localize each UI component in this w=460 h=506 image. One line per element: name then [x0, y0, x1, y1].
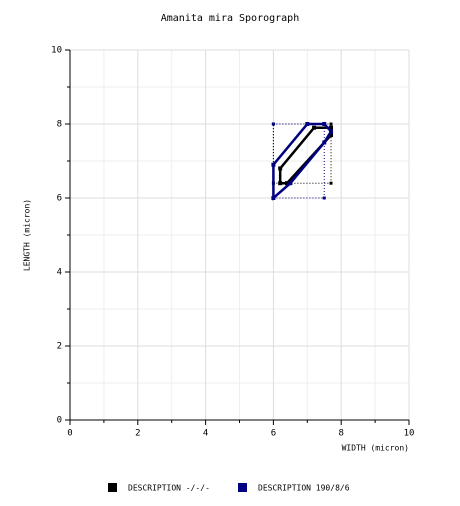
vertex — [271, 196, 276, 200]
chart-title: Amanita mira Sporograph — [161, 13, 299, 24]
x-tick-label: 10 — [404, 429, 415, 439]
y-tick-label: 6 — [57, 194, 62, 204]
vertex — [329, 133, 334, 138]
vertex — [322, 140, 327, 145]
legend-label: DESCRIPTION -/-/- — [128, 484, 210, 493]
x-tick-label: 0 — [67, 429, 72, 439]
y-tick-label: 10 — [51, 46, 62, 56]
vertex — [305, 122, 310, 126]
x-tick-label: 2 — [135, 429, 140, 439]
vertex — [312, 125, 317, 130]
vertex — [329, 129, 334, 134]
spore-outline — [278, 126, 333, 185]
x-axis-label: WIDTH (micron) — [342, 444, 409, 453]
range-corner — [329, 181, 333, 185]
legend-swatch — [108, 483, 117, 492]
x-tick-label: 6 — [271, 429, 276, 439]
y-axis-label: LENGTH (micron) — [23, 199, 32, 271]
y-tick-label: 8 — [57, 120, 62, 130]
vertex — [322, 122, 327, 126]
vertex — [284, 181, 289, 186]
range-corner — [271, 122, 275, 126]
vertex — [278, 181, 283, 186]
vertex — [271, 162, 276, 167]
x-tick-label: 4 — [203, 429, 208, 439]
spore-outline — [272, 122, 333, 201]
y-tick-label: 0 — [57, 416, 62, 426]
x-tick-label: 8 — [338, 429, 343, 439]
y-tick-label: 2 — [57, 342, 62, 352]
y-tick-label: 4 — [57, 268, 62, 278]
range-corner — [322, 196, 326, 200]
legend-swatch — [238, 483, 247, 492]
vertex — [329, 125, 334, 130]
vertex — [288, 181, 293, 186]
range-corner — [329, 122, 333, 126]
vertex — [278, 166, 283, 171]
legend-label: DESCRIPTION 190/8/6 — [258, 484, 350, 493]
